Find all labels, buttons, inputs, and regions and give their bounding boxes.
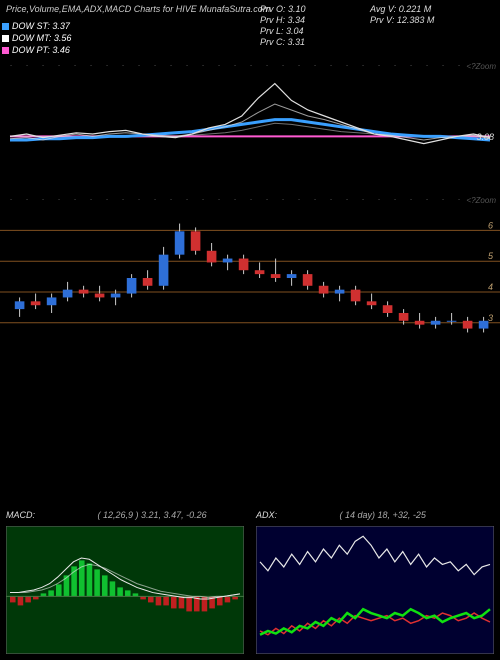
page-title: Price,Volume,EMA,ADX,MACD Charts for HIV… [6,4,270,14]
macd-header: MACD: ( 12,26,9 ) 3.21, 3.47, -0.26 [6,510,207,520]
legend-swatch [2,35,9,42]
legend-label: DOW PT: 3.46 [12,44,70,56]
last-price-label: 3.08 [476,132,494,142]
legend-label: DOW MT: 3.56 [12,32,71,44]
prev-prices: Prv O: 3.10Prv H: 3.34Prv L: 3.04Prv C: … [260,4,306,48]
svg-text:5: 5 [488,251,494,261]
date-ticks-mid: ᐧᐧᐧᐧᐧᐧᐧᐧᐧᐧᐧᐧᐧᐧᐧᐧᐧᐧᐧᐧᐧᐧᐧᐧᐧᐧᐧᐧᐧᐧ [0,196,500,208]
zoom-label-mid[interactable]: <?Zoom [466,196,496,205]
price-chart: 3.08 [0,74,500,194]
volume-info: Avg V: 0.221 MPrv V: 12.383 M [370,4,434,26]
legend-label: DOW ST: 3.37 [12,20,70,32]
candle-chart: 6 5 4 3 [0,208,500,348]
legend-swatch [2,47,9,54]
legend-swatch [2,23,9,30]
svg-text:3: 3 [488,313,493,323]
adx-header: ADX: ( 14 day) 18, +32, -25 [256,510,426,520]
zoom-label-top[interactable]: <?Zoom [466,62,496,71]
svg-text:4: 4 [488,282,493,292]
svg-text:6: 6 [488,220,493,230]
dow-indicators: DOW ST: 3.37DOW MT: 3.56DOW PT: 3.46 [2,20,71,56]
macd-chart [6,526,244,654]
adx-chart [256,526,494,654]
date-ticks-top: ᐧᐧᐧᐧᐧᐧᐧᐧᐧᐧᐧᐧᐧᐧᐧᐧᐧᐧᐧᐧᐧᐧᐧᐧᐧᐧᐧᐧᐧᐧ [0,62,500,74]
